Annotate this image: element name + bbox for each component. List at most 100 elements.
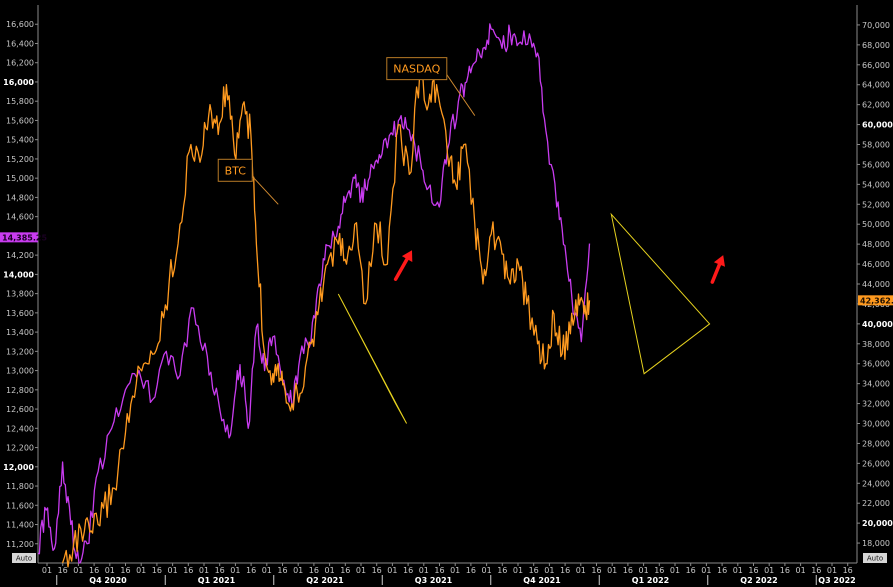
right-tick-label: 60,000 [862, 121, 893, 130]
series-line-btc [61, 61, 591, 568]
right-tick-label: 62,000 [862, 101, 890, 110]
x-day-tick-label: 01 [701, 566, 711, 575]
left-tick-label: 15,800 [6, 97, 34, 106]
x-day-tick-label: 16 [623, 566, 633, 575]
left-tick-label: 15,000 [6, 174, 34, 183]
x-day-tick-label: 16 [120, 566, 130, 575]
left-tick-label: 14,200 [6, 251, 34, 260]
right-tick-label: 22,000 [862, 499, 890, 508]
x-quarter-label: Q3 2021 [415, 576, 453, 585]
callout-box [386, 57, 448, 81]
x-quarter-label: Q3 2022 [818, 576, 855, 585]
left-tick-label: 14,600 [6, 213, 34, 222]
left-tick-label: 13,200 [6, 347, 34, 356]
x-day-tick-label: 16 [58, 566, 68, 575]
right-tick-label: 18,000 [862, 539, 890, 548]
left-tick-label: 16,200 [6, 59, 34, 68]
x-day-tick-label: 16 [340, 566, 350, 575]
right-tick-label: 66,000 [862, 61, 890, 70]
left-tick-label: 16,600 [6, 20, 34, 29]
right-tick-label: 54,000 [862, 180, 890, 189]
x-day-tick-label: 16 [560, 566, 570, 575]
right-tick-label: 50,000 [862, 220, 890, 229]
callout-leader [446, 74, 476, 116]
callout-label: NASDAQ [393, 63, 440, 76]
right-axis: 18,000 20,000 22,000 24,000 26,000 28,000 30,0… [856, 5, 893, 563]
left-tick-label: 11,200 [6, 540, 34, 549]
x-day-tick-label: 01 [325, 566, 335, 575]
series-layer [37, 23, 591, 568]
right-tick-label: 28,000 [862, 439, 890, 448]
right-tick-label: 36,000 [862, 360, 890, 369]
x-day-tick-label: 01 [293, 566, 303, 575]
value-badge-label-nasdaq: 14,385.25 [2, 233, 47, 242]
right-tick-label: 56,000 [862, 160, 890, 169]
x-quarter-label: Q1 2022 [632, 576, 669, 585]
red-arrow-head [713, 255, 725, 267]
right-tick-label: 32,000 [862, 400, 890, 409]
left-tick-label: 16,000 [3, 78, 34, 87]
triangle-pattern [610, 212, 711, 375]
right-tick-label: 40,000 [862, 320, 893, 329]
x-day-tick-label: 01 [42, 566, 52, 575]
x-quarter-label: Q1 2021 [198, 576, 236, 585]
left-tick-label: 15,200 [6, 155, 34, 164]
left-axis: 11,200 11,400 11,600 11,800 12,000 12,200 12,4… [3, 5, 39, 563]
value-badge-label-btc: 42,362.24 [860, 296, 893, 305]
x-day-tick-label: 01 [607, 566, 617, 575]
x-day-tick-label: 16 [529, 566, 539, 575]
left-tick-label: 11,400 [6, 521, 34, 530]
auto-box-right [863, 553, 887, 563]
auto-box-left [12, 553, 36, 563]
x-day-tick-label: 01 [230, 566, 240, 575]
left-tick-label: 12,800 [6, 386, 34, 395]
x-day-tick-label: 01 [105, 566, 115, 575]
x-day-tick-label: 01 [639, 566, 649, 575]
x-day-tick-label: 01 [544, 566, 554, 575]
right-tick-label: 24,000 [862, 479, 890, 488]
callout-leader [251, 175, 279, 205]
right-tick-label: 58,000 [862, 141, 890, 150]
right-tick-label: 20,000 [862, 519, 893, 528]
value-badge-btc [858, 295, 893, 306]
x-day-tick-label: 16 [748, 566, 758, 575]
right-tick-label: 26,000 [862, 459, 890, 468]
x-day-tick-label: 16 [403, 566, 413, 575]
x-day-tick-label: 16 [434, 566, 444, 575]
x-day-tick-label: 16 [497, 566, 507, 575]
left-tick-label: 16,400 [6, 39, 34, 48]
x-day-tick-label: 16 [811, 566, 821, 575]
x-quarter-label: Q4 2021 [523, 576, 561, 585]
annotation-callouts: BTC NASDAQ [217, 57, 725, 284]
x-day-tick-label: 01 [450, 566, 460, 575]
red-arrow-head [401, 250, 413, 262]
left-tick-label: 12,600 [6, 405, 34, 414]
x-day-tick-label: 16 [654, 566, 664, 575]
x-day-tick-label: 01 [764, 566, 774, 575]
x-day-tick-label: 16 [466, 566, 476, 575]
left-tick-label: 13,400 [6, 328, 34, 337]
left-tick-label: 12,200 [6, 444, 34, 453]
right-tick-label: 48,000 [862, 240, 890, 249]
right-tick-label: 70,000 [862, 21, 890, 30]
x-day-tick-label: 01 [513, 566, 523, 575]
x-day-tick-label: 16 [309, 566, 319, 575]
red-arrow [710, 262, 722, 284]
left-tick-label: 14,800 [6, 193, 34, 202]
callout-label: BTC [225, 164, 247, 177]
x-quarter-label: Q2 2022 [740, 576, 777, 585]
x-day-tick-label: 16 [152, 566, 162, 575]
x-day-tick-label: 16 [717, 566, 727, 575]
current-value-badges: 14,385.25 42,362.24 [0, 232, 893, 306]
x-day-tick-label: 01 [733, 566, 743, 575]
x-quarter-label: Q4 2020 [89, 576, 127, 585]
x-day-tick-label: 16 [780, 566, 790, 575]
x-day-tick-label: 16 [246, 566, 256, 575]
right-tick-label: 64,000 [862, 81, 890, 90]
x-day-tick-label: 01 [136, 566, 146, 575]
right-tick-label: 46,000 [862, 260, 890, 269]
x-day-tick-label: 01 [199, 566, 209, 575]
x-day-tick-label: 01 [168, 566, 178, 575]
